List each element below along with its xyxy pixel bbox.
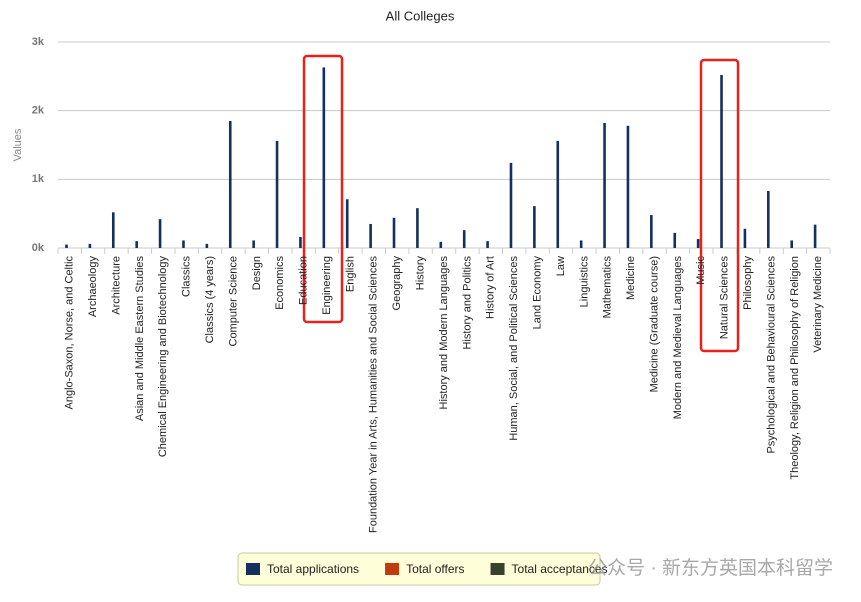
x-tick-label: Asian and Middle Eastern Studies	[134, 256, 146, 422]
legend-swatch	[490, 563, 505, 575]
bar	[696, 239, 700, 248]
bar	[439, 241, 443, 248]
x-tick-label: Mathematics	[602, 256, 614, 319]
bar	[205, 243, 209, 248]
watermark: 公众号 · 新东方英国本科留学	[588, 557, 833, 579]
bar	[767, 191, 770, 248]
bar	[158, 219, 162, 248]
x-tick-label: Psychological and Behavioural Sciences	[765, 256, 777, 454]
x-tick-label: English	[344, 256, 356, 292]
x-tick-label: Education	[298, 256, 310, 305]
legend-swatch	[385, 563, 400, 575]
legend-label: Total applications	[267, 562, 359, 576]
bar	[743, 228, 747, 248]
x-tick-label: Engineering	[321, 256, 333, 315]
bar	[135, 241, 138, 248]
bar	[673, 232, 677, 248]
bar	[813, 224, 817, 248]
bar	[556, 140, 560, 248]
bar	[626, 125, 630, 248]
bar	[416, 208, 419, 248]
legend-swatch	[246, 563, 260, 575]
bar	[579, 240, 583, 248]
bar	[111, 212, 115, 248]
y-axis-label: Values	[12, 128, 24, 161]
x-tick-label: Veterinary Medicine	[812, 256, 824, 353]
bar	[345, 199, 349, 248]
x-tick-label: Theology, Religion and Philosophy of Rel…	[789, 256, 801, 480]
x-tick-label: Computer Science	[227, 256, 239, 347]
bar	[88, 243, 92, 248]
y-tick-label: 2k	[32, 105, 45, 117]
x-tick-label: History and Politics	[461, 256, 473, 350]
y-tick-label: 1k	[32, 173, 45, 185]
x-tick-label: Anglo-Saxon, Norse, and Celtic	[64, 256, 76, 410]
bar	[720, 74, 723, 249]
x-tick-label: History of Art	[485, 256, 497, 319]
x-tick-label: Design	[251, 256, 263, 290]
x-tick-label: Archaeology	[87, 256, 99, 318]
legend-box	[237, 552, 601, 586]
highlight-box	[302, 54, 344, 324]
legend-label: Total acceptances	[512, 562, 608, 576]
x-tick-label: Classics (4 years)	[204, 256, 216, 343]
bar	[228, 120, 232, 248]
legend: Total applications Total offers Total acce…	[246, 562, 608, 576]
x-tick-label: Philosophy	[742, 256, 754, 310]
bar	[252, 240, 255, 248]
x-tick-label: Human, Social, and Political Sciences	[508, 256, 520, 441]
x-tick-label: Law	[555, 256, 567, 276]
x-tick-label: Geography	[391, 256, 403, 311]
x-tick-label: Architecture	[110, 256, 122, 315]
bar	[603, 123, 606, 248]
x-tick-label: Linguistics	[578, 256, 590, 308]
x-tick-label: Economics	[274, 256, 286, 310]
x-tick-label: Natural Sciences	[719, 256, 731, 340]
bar	[650, 215, 653, 248]
bar	[392, 217, 396, 248]
bar	[65, 244, 68, 248]
bar	[299, 237, 302, 248]
bar	[509, 162, 513, 248]
bar	[182, 240, 185, 248]
x-tick-label: Land Economy	[531, 256, 543, 330]
x-tick-label: Chemical Engineering and Biotechnology	[157, 256, 169, 458]
x-tick-label: History and Modern Languages	[438, 256, 450, 410]
bar	[790, 240, 794, 248]
bar	[486, 241, 489, 248]
bar	[533, 206, 536, 248]
highlight-box	[699, 58, 740, 353]
bar	[462, 230, 466, 248]
x-tick-label: Foundation Year in Arts, Humanities and …	[368, 256, 380, 533]
y-tick-label: 3k	[32, 36, 45, 48]
y-tick-label: 0k	[32, 242, 45, 254]
legend-label: Total offers	[406, 562, 464, 576]
x-tick-label: History	[415, 256, 427, 291]
bar	[369, 223, 372, 248]
chart-title: All Colleges	[386, 8, 455, 23]
x-tick-label: Classics	[181, 256, 193, 297]
x-tick-label: Medicine (Graduate course)	[648, 256, 660, 392]
bar	[322, 67, 326, 248]
x-tick-label: Modern and Medieval Languages	[672, 256, 684, 420]
x-tick-label: Medicine	[625, 256, 637, 300]
bar	[275, 140, 279, 248]
x-tick-label: Music	[695, 256, 707, 285]
